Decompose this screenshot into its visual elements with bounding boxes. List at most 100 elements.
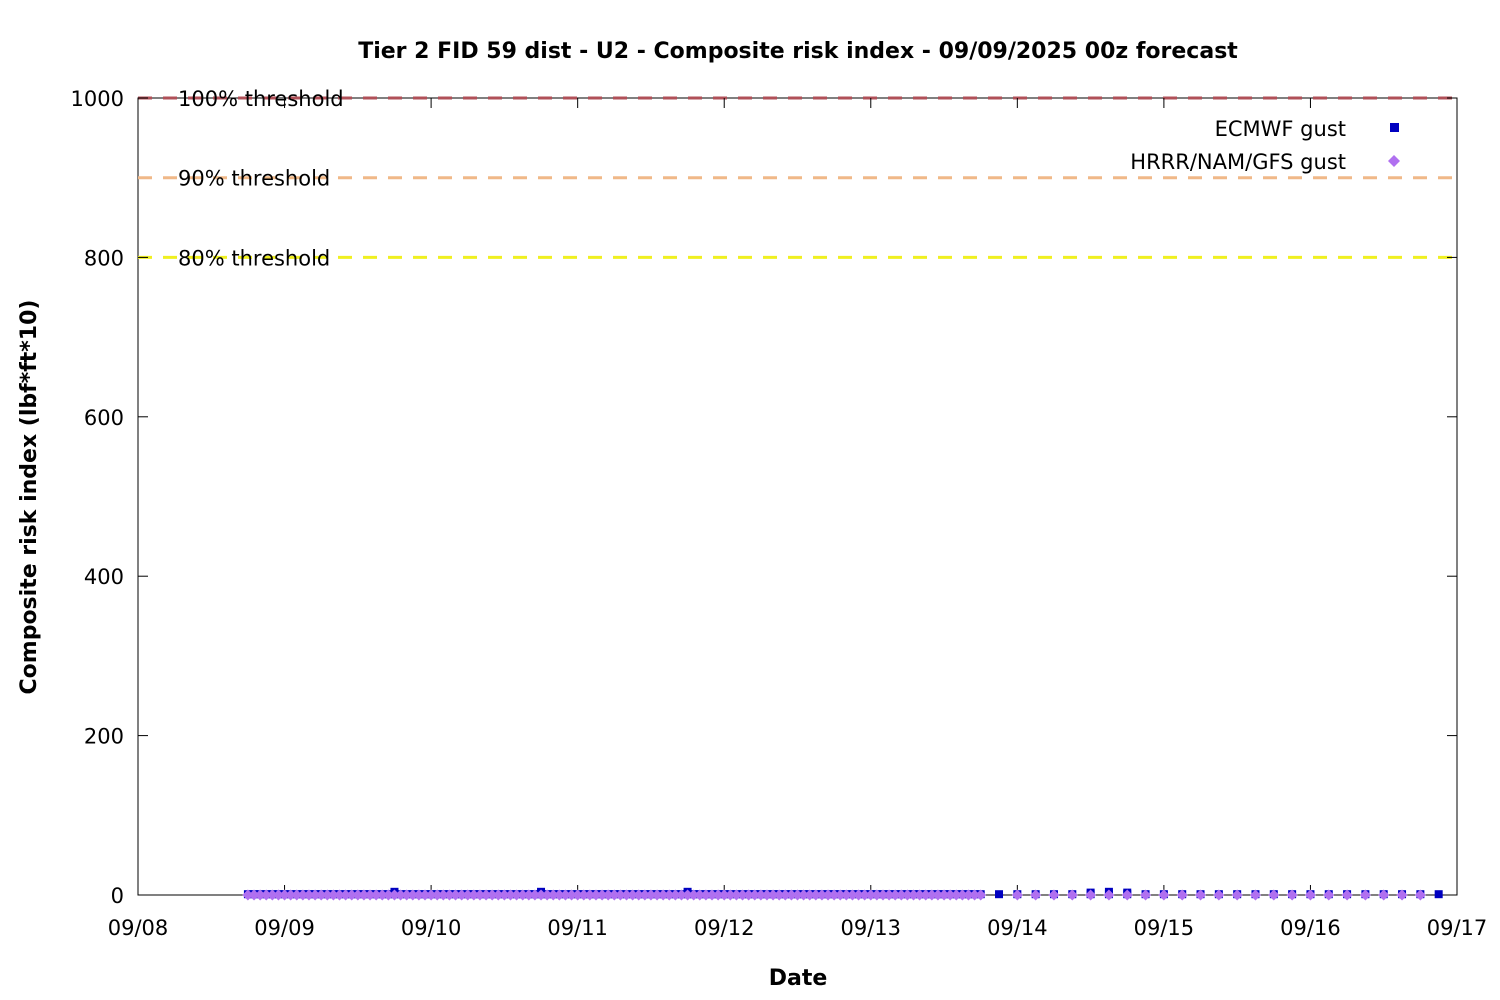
hrrr-point (938, 889, 950, 901)
hrrr-point (462, 889, 474, 901)
hrrr-point (743, 889, 755, 901)
y-tick-label: 600 (84, 406, 124, 430)
hrrr-point (669, 889, 681, 901)
hrrr-point (914, 889, 926, 901)
y-tick-label: 400 (84, 565, 124, 589)
hrrr-point (883, 889, 895, 901)
hrrr-point (1195, 889, 1207, 901)
hrrr-point (254, 889, 266, 901)
hrrr-point (944, 889, 956, 901)
hrrr-point (908, 889, 920, 901)
hrrr-point (431, 889, 443, 901)
hrrr-point (419, 889, 431, 901)
hrrr-point (627, 889, 639, 901)
hrrr-point (804, 889, 816, 901)
hrrr-point (334, 889, 346, 901)
hrrr-point (779, 889, 791, 901)
hrrr-point (309, 889, 321, 901)
hrrr-point (694, 889, 706, 901)
hrrr-point (248, 889, 260, 901)
hrrr-point (682, 889, 694, 901)
hrrr-point (737, 889, 749, 901)
hrrr-point (315, 889, 327, 901)
hrrr-point (1030, 889, 1042, 901)
hrrr-point (712, 889, 724, 901)
hrrr-point (272, 889, 284, 901)
hrrr-point (266, 889, 278, 901)
hrrr-point (962, 889, 974, 901)
hrrr-point (596, 889, 608, 901)
hrrr-point (547, 889, 559, 901)
hrrr-point (590, 889, 602, 901)
hrrr-point (651, 889, 663, 901)
hrrr-point (492, 889, 504, 901)
hrrr-point (327, 889, 339, 901)
hrrr-point (1378, 889, 1390, 901)
hrrr-point (730, 889, 742, 901)
hrrr-point (1140, 889, 1152, 901)
hrrr-point (364, 889, 376, 901)
hrrr-point (1213, 889, 1225, 901)
hrrr-point (291, 889, 303, 901)
hrrr-point (871, 889, 883, 901)
hrrr-point (285, 889, 297, 901)
hrrr-point (608, 889, 620, 901)
hrrr-point (443, 889, 455, 901)
hrrr-point (370, 889, 382, 901)
ecmwf-point (995, 890, 1004, 899)
legend-marker-square (1390, 123, 1399, 132)
x-tick-label: 09/12 (694, 916, 755, 940)
ecmwf-point (1434, 890, 1443, 899)
hrrr-point (437, 889, 449, 901)
hrrr-point (566, 889, 578, 901)
hrrr-point (767, 889, 779, 901)
y-axis-ticks: 0 200 400 600 800 1000 (71, 87, 1457, 908)
data-points (242, 887, 1443, 901)
hrrr-point (358, 889, 370, 901)
hrrr-point (413, 889, 425, 901)
x-tick-label: 09/11 (547, 916, 608, 940)
x-tick-label: 09/17 (1427, 916, 1488, 940)
hrrr-point (297, 889, 309, 901)
hrrr-point (688, 889, 700, 901)
hrrr-point (614, 889, 626, 901)
hrrr-point (517, 889, 529, 901)
hrrr-point (450, 889, 462, 901)
hrrr-point (456, 889, 468, 901)
hrrr-point (572, 889, 584, 901)
hrrr-point (376, 889, 388, 901)
hrrr-point (749, 889, 761, 901)
x-tick-label: 09/14 (987, 916, 1048, 940)
hrrr-point (1323, 889, 1335, 901)
hrrr-point (529, 889, 541, 901)
hrrr-point (865, 889, 877, 901)
hrrr-point (541, 889, 553, 901)
hrrr-point (675, 889, 687, 901)
hrrr-point (382, 889, 394, 901)
hrrr-point (853, 889, 865, 901)
hrrr-point (773, 889, 785, 901)
hrrr-point (834, 889, 846, 901)
hrrr-point (822, 889, 834, 901)
hrrr-point (889, 889, 901, 901)
hrrr-point (346, 889, 358, 901)
hrrr-point (846, 889, 858, 901)
chart-title: Tier 2 FID 59 dist - U2 - Composite risk… (358, 39, 1238, 64)
x-tick-label: 09/08 (108, 916, 169, 940)
hrrr-point (242, 889, 254, 901)
y-tick-label: 0 (111, 884, 124, 908)
hrrr-point (352, 889, 364, 901)
hrrr-point (657, 889, 669, 901)
hrrr-point (425, 889, 437, 901)
hrrr-point (584, 889, 596, 901)
hrrr-point (645, 889, 657, 901)
hrrr-point (504, 889, 516, 901)
hrrr-point (1396, 889, 1408, 901)
legend-marker-diamond (1388, 155, 1400, 167)
hrrr-point (279, 889, 291, 901)
hrrr-point (468, 889, 480, 901)
hrrr-point (523, 889, 535, 901)
hrrr-point (718, 889, 730, 901)
hrrr-point (578, 889, 590, 901)
